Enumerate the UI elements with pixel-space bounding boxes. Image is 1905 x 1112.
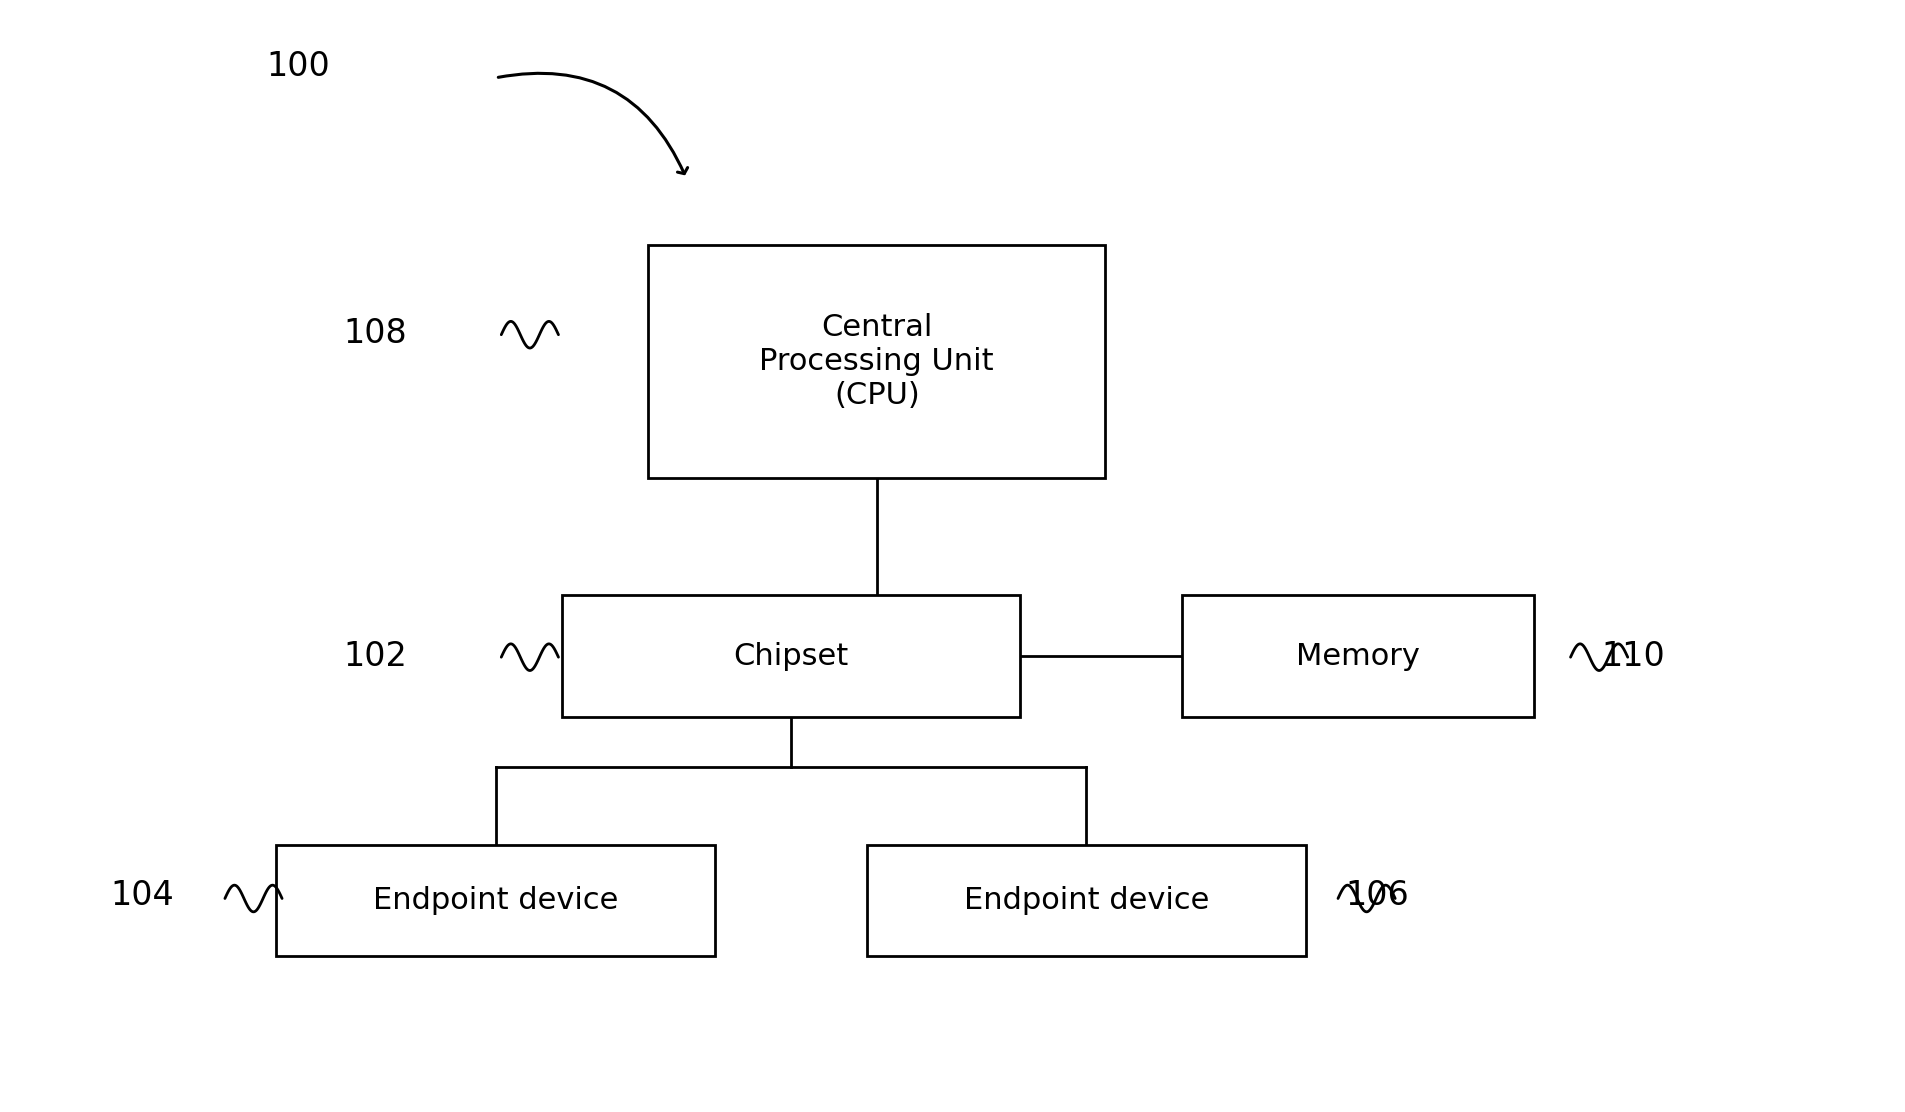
Text: Endpoint device: Endpoint device (373, 886, 617, 915)
Text: 100: 100 (267, 50, 330, 83)
Text: Memory: Memory (1295, 642, 1419, 671)
Text: 104: 104 (110, 878, 173, 912)
Bar (1181, 595, 1534, 717)
Text: 106: 106 (1345, 878, 1408, 912)
Bar (867, 845, 1305, 956)
Text: Chipset: Chipset (733, 642, 848, 671)
Text: Central
Processing Unit
(CPU): Central Processing Unit (CPU) (758, 314, 994, 409)
Bar (562, 595, 1019, 717)
Text: Endpoint device: Endpoint device (964, 886, 1208, 915)
Text: 102: 102 (343, 639, 408, 673)
Text: 108: 108 (343, 317, 406, 350)
Text: 110: 110 (1600, 639, 1663, 673)
Bar (276, 845, 714, 956)
Bar (648, 245, 1105, 478)
